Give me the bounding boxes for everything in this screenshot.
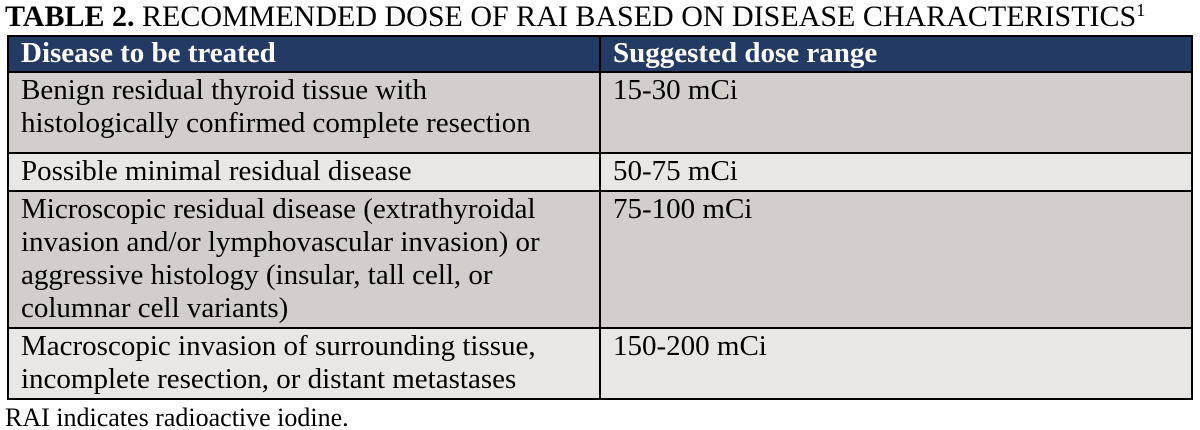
table-row: Benign residual thyroid tissue with hist…: [7, 71, 1193, 154]
header-row: Disease to be treated Suggested dose ran…: [7, 35, 1193, 73]
table-footnote: RAI indicates radioactive iodine.: [5, 403, 349, 430]
dose-cell: 50-75 mCi: [599, 152, 1193, 192]
dose-cell: 75-100 mCi: [599, 190, 1193, 329]
table-row: Possible minimal residual disease 50-75 …: [7, 152, 1193, 192]
table-row: Microscopic residual disease (extrathyro…: [7, 190, 1193, 329]
disease-cell: Macroscopic invasion of surrounding tiss…: [7, 327, 601, 400]
column-header-dose: Suggested dose range: [599, 35, 1193, 73]
dose-cell: 15-30 mCi: [599, 71, 1193, 154]
table-row: Macroscopic invasion of surrounding tiss…: [7, 327, 1193, 400]
table-title-number: TABLE 2.: [5, 0, 135, 33]
dose-cell: 150-200 mCi: [599, 327, 1193, 400]
table-title: TABLE 2. RECOMMENDED DOSE OF RAI BASED O…: [5, 0, 1200, 33]
column-header-disease: Disease to be treated: [7, 35, 601, 73]
dose-table: Disease to be treated Suggested dose ran…: [7, 35, 1193, 400]
table-title-text: RECOMMENDED DOSE OF RAI BASED ON DISEASE…: [134, 0, 1137, 33]
disease-cell: Benign residual thyroid tissue with hist…: [7, 71, 601, 154]
table-title-footnote-ref: 1: [1136, 0, 1146, 20]
disease-cell: Microscopic residual disease (extrathyro…: [7, 190, 601, 329]
disease-cell: Possible minimal residual disease: [7, 152, 601, 192]
